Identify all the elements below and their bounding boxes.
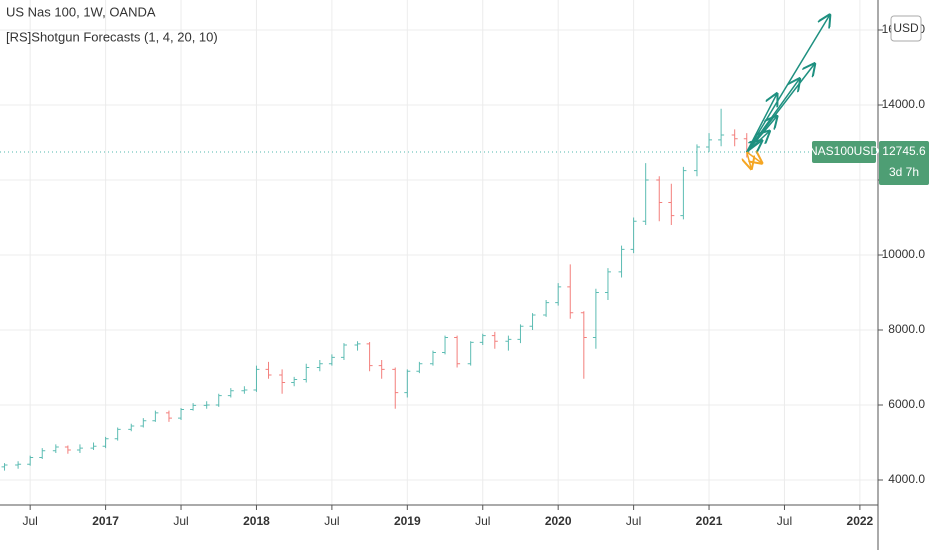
ohlc-bar (241, 386, 248, 394)
y-tick-label: 6000.0 (888, 397, 925, 411)
x-tick-label: 2020 (545, 514, 572, 528)
ohlc-bar (64, 445, 71, 454)
y-tick-label: 14000.0 (882, 97, 926, 111)
ohlc-bar (706, 133, 713, 152)
ohlc-bar (604, 268, 611, 300)
ohlc-bar (680, 166, 687, 220)
ohlc-bar (467, 341, 474, 366)
ohlc-bar (1, 463, 8, 471)
symbol-badge (812, 141, 876, 164)
ohlc-bar (253, 365, 260, 392)
ohlc-bar (656, 176, 663, 222)
x-tick-label: 2017 (92, 514, 119, 528)
ohlc-bar (505, 335, 512, 351)
y-tick-label: 8000.0 (888, 322, 925, 336)
ohlc-bar (366, 341, 373, 372)
ohlc-bar (165, 410, 172, 422)
ohlc-bar (529, 313, 536, 330)
symbol-label: NAS100USD (809, 144, 879, 158)
ohlc-bar (543, 299, 550, 317)
ohlc-bar (404, 369, 411, 398)
x-tick-label: Jul (22, 514, 37, 528)
ohlc-bar (215, 393, 222, 407)
ohlc-bar (618, 245, 625, 278)
ohlc-bar (630, 217, 637, 254)
ohlc-bar (27, 455, 34, 466)
ohlc-bar (15, 461, 22, 469)
ohlc-bar (227, 388, 234, 398)
ohlc-bar (442, 335, 449, 355)
forecast-arrow (746, 141, 762, 152)
ohlc-bar (491, 331, 498, 349)
forecast-arrow (746, 15, 830, 153)
ohlc-bar (693, 144, 700, 177)
ohlc-bar (567, 264, 574, 319)
x-tick-label: Jul (173, 514, 188, 528)
x-tick-label: Jul (475, 514, 490, 528)
ohlc-bar (731, 129, 738, 147)
x-tick-label: 2019 (394, 514, 421, 528)
ohlc-bar (668, 183, 675, 225)
forecast-arrow (746, 94, 777, 153)
x-tick-label: Jul (626, 514, 641, 528)
ohlc-bar (454, 335, 461, 368)
ohlc-bar (718, 108, 725, 147)
ohlc-bar (354, 341, 361, 351)
ohlc-bar (279, 369, 286, 394)
y-tick-label: 10000.0 (882, 247, 926, 261)
ohlc-bar (140, 418, 147, 428)
grid (0, 0, 878, 505)
ohlc-bar (378, 359, 385, 379)
axes: 4000.06000.08000.010000.012000.014000.01… (22, 22, 929, 528)
ohlc-bar (90, 442, 97, 450)
price-label: 12745.6 (882, 144, 926, 158)
ohlc-bar (152, 410, 159, 422)
ohlc-bar (76, 444, 83, 453)
bars (1, 108, 750, 471)
ohlc-bar (416, 361, 423, 374)
x-tick-label: Jul (324, 514, 339, 528)
ohlc-bar (517, 324, 524, 344)
ohlc-bar (203, 401, 210, 409)
ohlc-bar (340, 343, 347, 360)
ohlc-bar (265, 361, 272, 379)
ohlc-bar (102, 436, 109, 449)
ohlc-bar (580, 311, 587, 379)
ohlc-bar (479, 333, 486, 345)
y-tick-label: 4000.0 (888, 472, 925, 486)
x-tick-label: 2022 (847, 514, 874, 528)
ohlc-bar (392, 367, 399, 409)
ohlc-bar (328, 354, 335, 366)
ohlc-bar (178, 407, 185, 420)
ohlc-bar (114, 427, 121, 441)
price-badge (879, 141, 929, 186)
ohlc-bar (39, 448, 46, 459)
ohlc-bar (555, 283, 562, 306)
currency[interactable]: USD (893, 21, 919, 35)
ohlc-bar (52, 444, 59, 453)
x-tick-label: Jul (777, 514, 792, 528)
chart-title: US Nas 100, 1W, OANDA (6, 4, 156, 19)
ohlc-bar (316, 359, 323, 372)
ohlc-bar (642, 163, 649, 225)
currency-button[interactable] (890, 15, 922, 42)
ohlc-bar (303, 363, 310, 383)
ohlc-bar (291, 376, 298, 387)
countdown-label: 3d 7h (889, 165, 919, 179)
ohlc-bar (592, 288, 599, 349)
forecast-arrow (746, 152, 762, 163)
ohlc-bar (128, 423, 135, 432)
ohlc-bar (190, 403, 197, 411)
x-tick-label: 2018 (243, 514, 270, 528)
ohlc-bar (429, 350, 436, 366)
indicator-name: [RS]Shotgun Forecasts (1, 4, 20, 10) (6, 29, 218, 44)
forecast-arrow (746, 79, 800, 153)
forecasts (0, 15, 878, 169)
x-tick-label: 2021 (696, 514, 723, 528)
